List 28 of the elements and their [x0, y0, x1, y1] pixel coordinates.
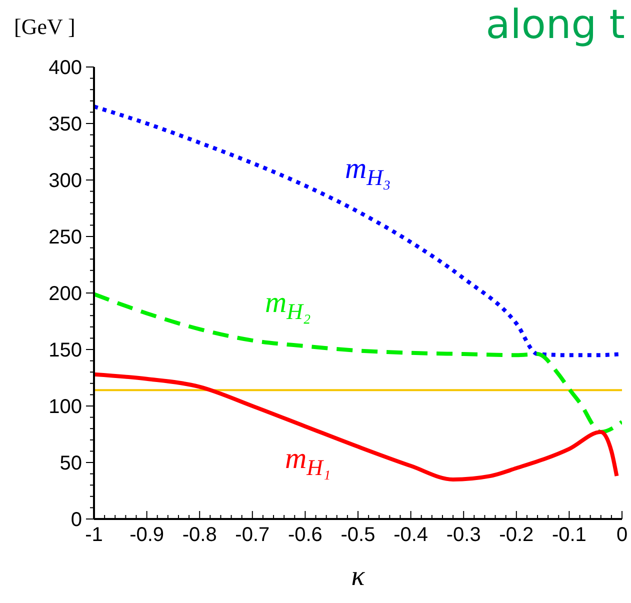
x-tick-label: -0.3 [446, 524, 481, 546]
series-label: m$_{H₂}$ [265, 286, 311, 324]
x-tick-label: -0.5 [340, 524, 376, 546]
line-series [94, 292, 622, 434]
x-axis-title: κ [351, 561, 366, 592]
x-tick-label: -0.1 [552, 524, 586, 546]
line-series [94, 372, 619, 482]
x-tick-label: -0.2 [499, 524, 534, 546]
y-tick-label: 100 [48, 396, 82, 418]
x-tick-label: -0.4 [394, 524, 428, 546]
y-tick-label: 50 [60, 452, 82, 474]
y-tick-label: 350 [48, 114, 82, 136]
y-tick-label: 400 [48, 57, 82, 79]
x-tick-label: -0.7 [235, 524, 270, 546]
y-tick-label: 150 [48, 340, 82, 362]
y-axis-title: [GeV ] [14, 14, 76, 39]
series-label: m$_{H₃}$ [345, 152, 391, 190]
y-tick-label: 200 [48, 283, 82, 305]
x-tick-label: -1 [85, 524, 103, 546]
x-tick-label: -0.6 [288, 524, 322, 546]
x-tick-label: -0.8 [182, 524, 217, 546]
text: along t [486, 2, 625, 48]
x-tick-label: 0 [616, 524, 628, 546]
y-tick-label: 300 [48, 170, 82, 192]
x-tick-label: -0.9 [130, 524, 164, 546]
y-tick-label: 0 [70, 509, 82, 531]
series-label: m$_{H₁}$ [285, 442, 331, 480]
y-tick-label: 250 [48, 226, 82, 248]
